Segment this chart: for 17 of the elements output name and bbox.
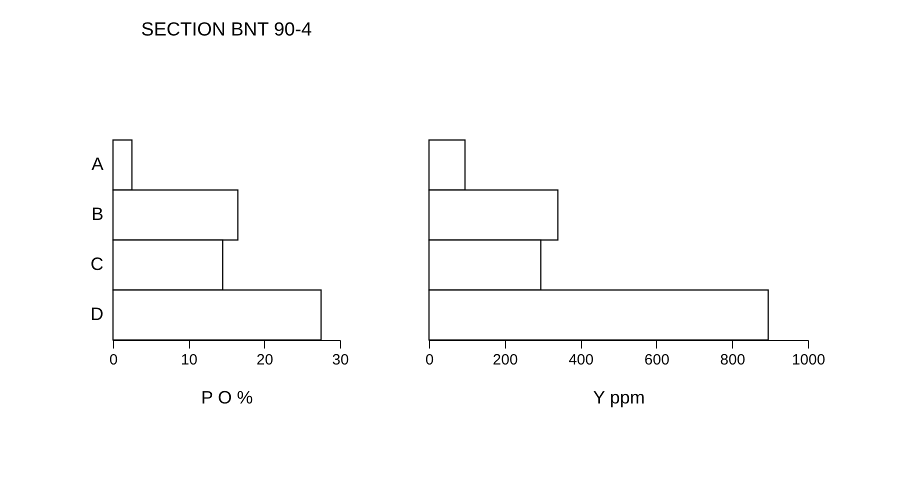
y-tick-label: B	[91, 204, 104, 224]
x-tick-label: 30	[332, 352, 349, 368]
x-axis-title: P O %	[201, 388, 253, 408]
x-tick-label: 0	[425, 352, 434, 368]
x-tick-label: 1000	[792, 352, 826, 368]
chart-title: SECTION BNT 90-4	[141, 19, 312, 40]
y-tick-label: C	[90, 254, 104, 274]
x-tick-label: 600	[644, 352, 670, 368]
y-tick-label: D	[90, 304, 104, 324]
x-tick-label: 400	[568, 352, 594, 368]
x-tick-label: 10	[180, 352, 198, 368]
x-tick-label: 200	[492, 352, 518, 368]
x-axis-title: Y ppm	[593, 388, 645, 408]
x-tick-label: 800	[720, 352, 746, 368]
x-tick-label: 20	[256, 352, 274, 368]
x-tick-label: 0	[109, 352, 118, 368]
y-tick-label: A	[91, 154, 104, 174]
